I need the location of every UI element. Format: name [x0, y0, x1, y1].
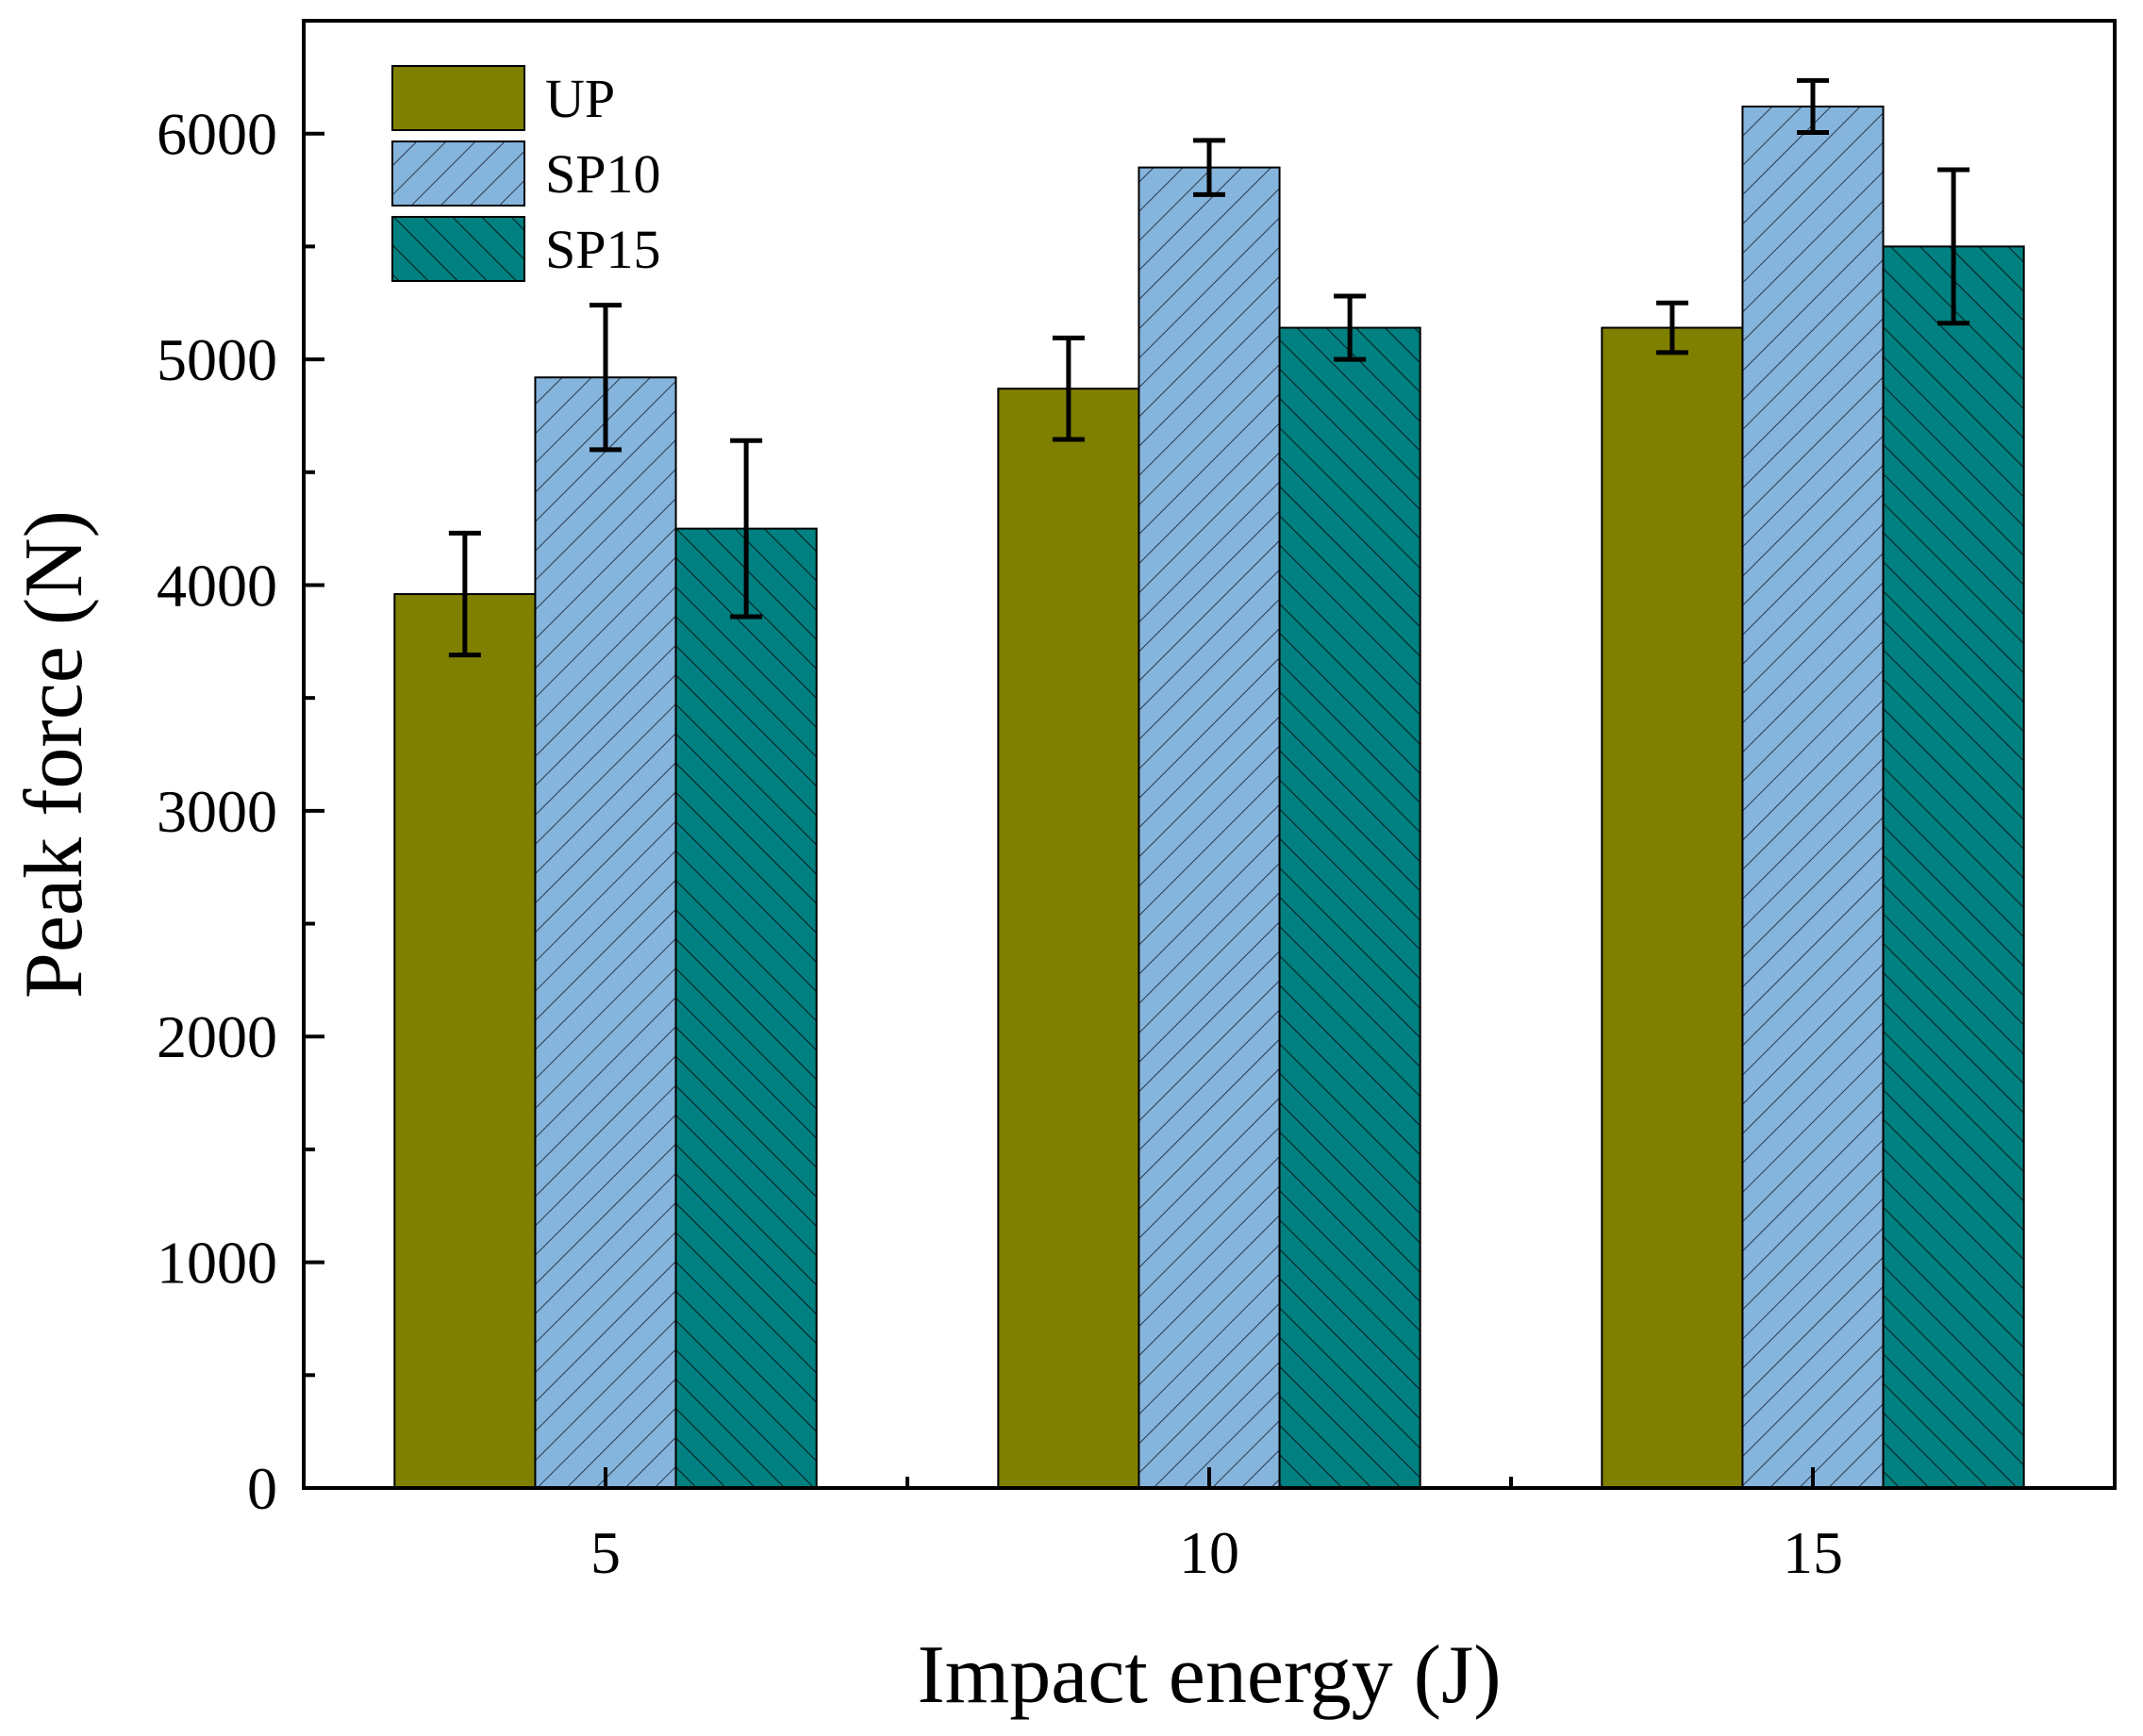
legend-swatch [391, 216, 525, 282]
legend-label: SP10 [545, 143, 661, 205]
legend-swatch [391, 141, 525, 207]
error-bar-up-5 [448, 530, 481, 658]
bars-layer [393, 105, 2025, 1490]
legend: UP SP10 SP15 [391, 65, 661, 282]
legend-item-up: UP [391, 65, 615, 131]
bar-up-5 [393, 593, 537, 1489]
bar-sp10-10 [1138, 166, 1281, 1490]
error-bar-up-10 [1052, 335, 1085, 442]
bar-sp10-15 [1741, 105, 1885, 1489]
y-tick-label: 4000 [157, 552, 277, 619]
y-tick-label: 2000 [157, 1003, 277, 1070]
y-tick-label: 6000 [157, 101, 277, 168]
x-axis-title: Impact energy (J) [917, 1629, 1501, 1721]
error-bar-up-15 [1655, 300, 1688, 355]
x-tick-label: 5 [590, 1519, 621, 1586]
bar-sp15-10 [1278, 326, 1421, 1489]
y-tick-label: 1000 [157, 1230, 277, 1297]
error-bar-sp10-10 [1193, 138, 1225, 197]
legend-label: SP15 [545, 219, 661, 280]
x-tick-label: 15 [1783, 1519, 1843, 1586]
bar-sp15-15 [1882, 245, 2025, 1489]
bar-sp15-5 [674, 527, 818, 1489]
y-tick-label: 0 [247, 1455, 277, 1522]
bar-sp10-5 [534, 376, 677, 1490]
legend-item-sp10: SP10 [391, 141, 661, 207]
error-bar-sp15-5 [730, 438, 763, 620]
legend-item-sp15: SP15 [391, 216, 661, 282]
error-bar-sp15-10 [1334, 293, 1367, 362]
error-bar-sp10-5 [590, 303, 622, 453]
legend-label: UP [545, 68, 615, 129]
y-tick-label: 5000 [157, 326, 277, 393]
bar-up-15 [1601, 326, 1744, 1489]
legend-swatch [391, 65, 525, 131]
x-tick-label: 10 [1179, 1519, 1239, 1586]
y-tick-label: 3000 [157, 778, 277, 845]
error-bars-layer [448, 77, 1970, 658]
error-bar-sp15-15 [1937, 167, 1970, 326]
ticks-layer: 0 1000 2000 3000 4000 5000 6000 5 10 15 [157, 101, 1843, 1586]
bar-up-10 [997, 388, 1140, 1490]
error-bar-sp10-15 [1797, 77, 1829, 135]
y-axis-title: Peak force (N) [8, 510, 100, 999]
